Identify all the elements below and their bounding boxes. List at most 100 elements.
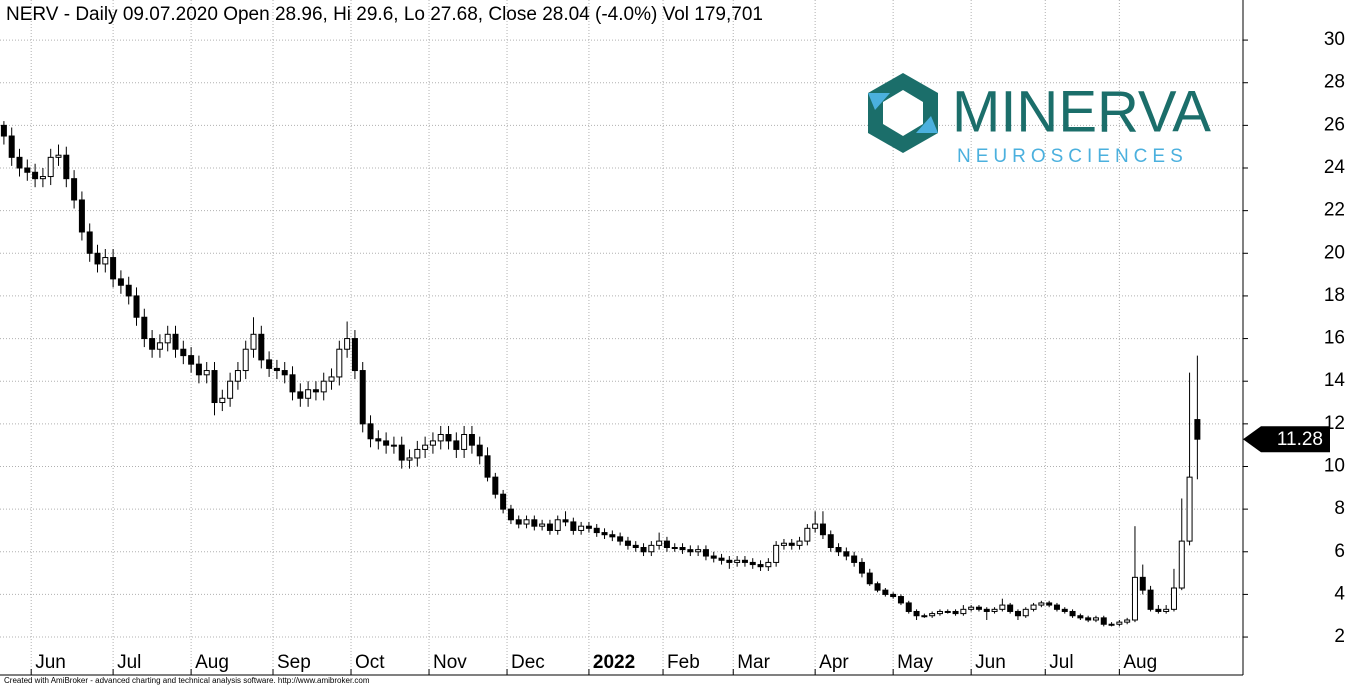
x-tick-label: Nov bbox=[433, 652, 467, 673]
candle-body bbox=[305, 389, 312, 399]
candle-body bbox=[1085, 617, 1092, 621]
candle-body bbox=[593, 527, 600, 534]
candle-body bbox=[375, 438, 382, 442]
y-tick-label: 22 bbox=[1324, 200, 1345, 221]
candle-body bbox=[882, 589, 889, 595]
credit: Created with AmiBroker - advanced charti… bbox=[4, 676, 370, 685]
candle-body bbox=[991, 608, 998, 612]
candle-body bbox=[741, 559, 748, 563]
candle-body bbox=[546, 523, 553, 531]
candle-body bbox=[1163, 608, 1170, 612]
candle-body bbox=[1069, 610, 1076, 617]
y-tick-label: 20 bbox=[1324, 242, 1345, 263]
candle-body bbox=[578, 525, 585, 531]
candle-body bbox=[32, 171, 39, 180]
candle-body bbox=[921, 615, 928, 618]
candle-body bbox=[492, 476, 499, 495]
candle-body bbox=[312, 389, 319, 393]
candle-body bbox=[726, 559, 733, 563]
candle-body bbox=[500, 493, 507, 510]
candle-body bbox=[55, 154, 62, 158]
candle-body bbox=[780, 542, 787, 546]
candle-body bbox=[648, 544, 655, 553]
x-tick-label: Aug bbox=[1123, 652, 1157, 673]
candle-body bbox=[297, 391, 304, 399]
candle-body bbox=[679, 547, 686, 551]
y-tick-label: 26 bbox=[1324, 114, 1345, 135]
candle-body bbox=[695, 549, 702, 553]
candle-body bbox=[843, 551, 850, 557]
candle-body bbox=[539, 523, 546, 527]
x-tick-label: Sep bbox=[277, 652, 311, 673]
candle-body bbox=[835, 547, 842, 553]
candle-body bbox=[71, 178, 78, 201]
candle-body bbox=[1131, 576, 1138, 621]
candle-body bbox=[757, 564, 764, 568]
x-tick-label: Oct bbox=[355, 652, 385, 673]
candle-body bbox=[1038, 602, 1045, 606]
logo-tagline: NEUROSCIENCES bbox=[957, 146, 1188, 167]
candle-body bbox=[702, 549, 709, 557]
candle-body bbox=[687, 549, 694, 553]
candle-body bbox=[383, 440, 390, 446]
candle-body bbox=[320, 380, 327, 393]
candle-body bbox=[804, 527, 811, 542]
candle-body bbox=[250, 333, 257, 350]
y-tick-label: 14 bbox=[1324, 370, 1346, 391]
candle-body bbox=[1155, 608, 1162, 612]
candle-body bbox=[562, 519, 569, 523]
candle-body bbox=[812, 523, 819, 529]
candle-body bbox=[78, 199, 85, 233]
candle-body bbox=[1077, 615, 1084, 619]
candle-body bbox=[960, 608, 967, 615]
candle-body bbox=[211, 370, 218, 404]
candle-body bbox=[936, 610, 943, 615]
candle-body bbox=[390, 444, 397, 447]
logo-facet bbox=[868, 93, 890, 110]
x-tick-label: May bbox=[897, 652, 933, 673]
candle-body bbox=[632, 544, 639, 549]
candle-body bbox=[219, 397, 226, 404]
logo-facet bbox=[916, 116, 938, 133]
y-tick-label: 30 bbox=[1324, 29, 1345, 50]
candle-body bbox=[585, 525, 592, 529]
logo: MINERVA NEUROSCIENCES bbox=[868, 73, 1211, 167]
candle-body bbox=[359, 370, 366, 425]
candle-body bbox=[437, 434, 444, 442]
candle-body bbox=[16, 156, 23, 169]
candle-body bbox=[827, 534, 834, 549]
candle-body bbox=[819, 523, 826, 536]
candle-body bbox=[929, 613, 936, 617]
candle-body bbox=[476, 444, 483, 457]
candle-body bbox=[39, 176, 46, 180]
y-tick-label: 10 bbox=[1324, 456, 1345, 477]
candle-body bbox=[273, 367, 280, 372]
candles bbox=[0, 121, 1201, 627]
candle-body bbox=[1007, 604, 1014, 612]
candle-body bbox=[944, 610, 951, 613]
candle-body bbox=[422, 444, 429, 450]
chart-title: NERV - Daily 09.07.2020 Open 28.96, Hi 2… bbox=[6, 4, 763, 25]
candle-body bbox=[663, 540, 670, 549]
candle-body bbox=[195, 363, 202, 376]
candle-body bbox=[94, 252, 101, 265]
candle-body bbox=[398, 444, 405, 461]
candle-body bbox=[24, 167, 31, 173]
candle-body bbox=[897, 596, 904, 604]
candle-body bbox=[1061, 608, 1068, 612]
candle-body bbox=[866, 572, 873, 585]
last-price-label: 11.28 bbox=[1277, 429, 1323, 450]
last-price-marker bbox=[1243, 426, 1330, 453]
logo-inner bbox=[883, 90, 923, 136]
candle-body bbox=[1108, 623, 1115, 626]
x-tick-label: Aug bbox=[195, 652, 229, 673]
x-tick-label: Jul bbox=[117, 652, 141, 673]
x-tick-label: Jul bbox=[1049, 652, 1073, 673]
candle-body bbox=[351, 338, 358, 372]
candle-body bbox=[414, 448, 421, 459]
candle-body bbox=[1147, 589, 1154, 610]
candle-body bbox=[1100, 617, 1107, 625]
candle-body bbox=[796, 540, 803, 546]
candle-body bbox=[1053, 604, 1060, 610]
